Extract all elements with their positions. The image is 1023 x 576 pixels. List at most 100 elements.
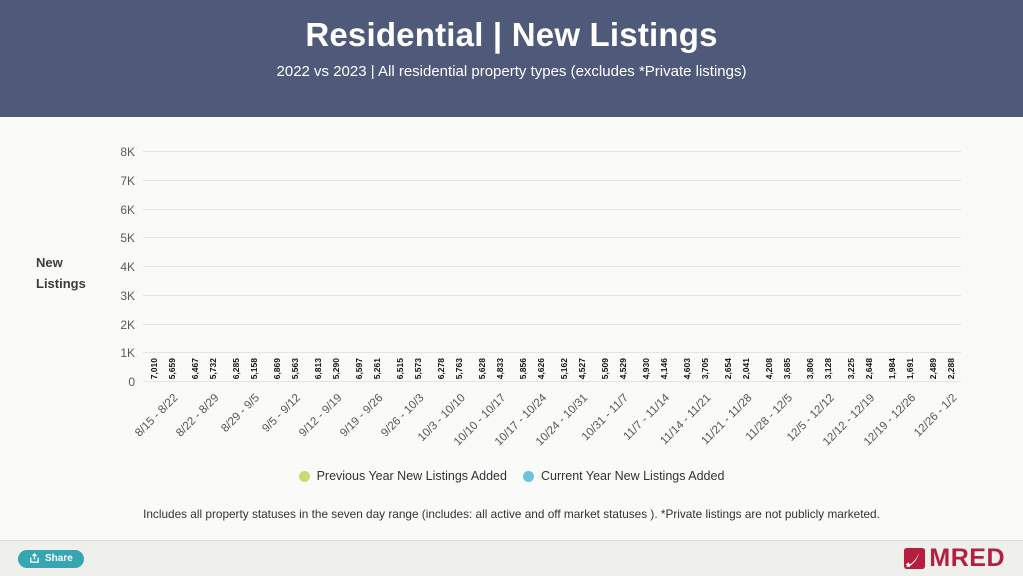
- bar-value-label: 5,628: [476, 357, 487, 379]
- y-axis-title: New Listings: [36, 252, 86, 294]
- gridline: [143, 266, 961, 267]
- gridline: [143, 237, 961, 239]
- bar-value-label: 3,225: [845, 357, 856, 379]
- bar-value-label: 2,041: [740, 357, 751, 379]
- x-axis-labels: 8/15 - 8/22 8/22 - 8/29 8/29 - 9/5 9/5 - 9/…: [133, 382, 961, 462]
- bar-value-label: 6,515: [394, 357, 405, 379]
- legend-item-current-year: Current Year New Listings Added: [522, 469, 725, 483]
- y-axis-tick-label: 1K: [120, 346, 135, 361]
- x-axis-label-cell: 11/28 - 12/5: [744, 382, 795, 462]
- bar-value-label: 3,685: [781, 357, 792, 379]
- bar-value-label: 1,984: [886, 357, 897, 379]
- x-axis-label: 8/15 - 8/22: [133, 392, 181, 440]
- page-title: Residential | New Listings: [305, 16, 718, 53]
- y-axis-title-line2: Listings: [36, 276, 86, 291]
- footnote: Includes all property statuses in the se…: [143, 507, 880, 521]
- bar-value-label: 5,563: [289, 357, 300, 379]
- bar-value-label: 4,626: [535, 357, 546, 379]
- x-axis-label-cell: 10/3 - 10/10: [416, 382, 468, 462]
- bar-value-label: 6,813: [312, 357, 323, 379]
- bar-value-label: 4,930: [640, 357, 651, 379]
- x-axis-label-cell: 12/5 - 12/12: [785, 382, 837, 462]
- x-axis-label-cell: 9/12 - 9/19: [297, 382, 344, 462]
- bar-value-label: 6,597: [353, 357, 364, 379]
- share-button-label: Share: [45, 553, 73, 564]
- bar-value-label: 2,654: [722, 357, 733, 379]
- x-axis-label-cell: 12/26 - 1/2: [912, 382, 959, 462]
- chart-plot: 7,010 5,659 6,467 5,732 6,285 5,158 6,869 5,563…: [120, 145, 961, 389]
- x-axis-label: 12/26 - 1/2: [912, 392, 960, 440]
- x-axis-label-cell: 11/14 - 11/21: [658, 382, 713, 462]
- bar-value-label: 2,489: [927, 357, 938, 379]
- x-axis-label-cell: 12/12 - 12/19: [821, 382, 877, 462]
- bar-value-label: 5,659: [166, 357, 177, 379]
- bar-value-label: 6,285: [230, 357, 241, 379]
- bar-value-label: 2,648: [863, 357, 874, 379]
- bar-value-label: 4,146: [658, 357, 669, 379]
- bar-value-label: 7,010: [148, 357, 159, 379]
- mred-logo-icon: [904, 547, 926, 570]
- legend-label-previous-year: Previous Year New Listings Added: [316, 469, 507, 483]
- gridline: [143, 179, 961, 181]
- x-axis-label-cell: 11/7 - 11/14: [622, 382, 673, 462]
- bar-value-label: 6,278: [435, 357, 446, 379]
- bar-value-label: 5,573: [412, 357, 423, 379]
- legend-swatch-current-year: [522, 470, 534, 482]
- legend-swatch-previous-year: [298, 470, 310, 482]
- bar-value-label: 6,467: [189, 357, 200, 379]
- bar-value-label: 4,529: [617, 357, 628, 379]
- x-axis-label: 8/29 - 9/5: [219, 392, 263, 435]
- bar-value-label: 6,869: [271, 357, 282, 379]
- bar-value-label: 3,705: [699, 357, 710, 379]
- y-axis-tick-label: 8K: [120, 145, 135, 159]
- bar-value-label: 5,261: [371, 357, 382, 379]
- page-subtitle: 2022 vs 2023 | All residential property …: [276, 63, 747, 80]
- x-axis-label-cell: 8/22 - 8/29: [174, 382, 221, 462]
- bar-value-label: 5,158: [248, 357, 259, 379]
- bar-value-label: 5,732: [207, 357, 218, 379]
- gridline: [143, 323, 961, 325]
- gridline: [143, 294, 961, 296]
- legend-label-current-year: Current Year New Listings Added: [540, 469, 725, 483]
- header-band: Residential | New Listings 2022 vs 2023 …: [0, 0, 1023, 117]
- x-axis-label-cell: 8/29 - 9/5: [220, 382, 263, 462]
- bar-value-label: 4,527: [576, 357, 587, 379]
- bar-value-label: 5,763: [453, 357, 464, 379]
- share-button[interactable]: Share: [18, 549, 84, 568]
- bar-value-label: 5,162: [558, 357, 569, 379]
- y-axis-tick-label: 2K: [120, 317, 135, 332]
- y-axis-tick-label: 7K: [120, 173, 135, 188]
- bar-value-label: 4,603: [681, 357, 692, 379]
- x-axis-label-cell: 10/24 - 10/31: [534, 382, 590, 462]
- bar-value-label: 5,509: [599, 357, 610, 379]
- x-axis-label-cell: 11/21 - 11/28: [699, 382, 754, 462]
- x-axis-label-cell: 9/26 - 10/3: [379, 382, 426, 462]
- x-axis-label-cell: 10/17 - 10/24: [493, 382, 549, 462]
- legend: Previous Year New Listings Added Current…: [0, 469, 1023, 483]
- bar-value-label: 4,208: [763, 357, 774, 379]
- mred-logo: MRED: [903, 546, 1005, 571]
- mred-logo-text: MRED: [929, 544, 1005, 572]
- bar-value-label: 1,691: [904, 357, 915, 379]
- y-axis-tick-label: 3K: [120, 288, 135, 303]
- y-axis-tick-label: 0: [128, 375, 135, 389]
- gridline: [143, 151, 961, 152]
- bar-value-label: 5,290: [330, 357, 341, 379]
- bar-value-label: 2,288: [945, 357, 956, 379]
- bar-value-label: 5,856: [517, 357, 528, 379]
- x-axis-label: 8/22 - 8/29: [174, 392, 222, 440]
- footer-bar: Share MRED: [0, 540, 1023, 576]
- bar-value-label: 3,128: [822, 357, 833, 379]
- gridline: [143, 381, 961, 382]
- x-axis-label: 9/19 - 9/26: [338, 392, 386, 440]
- gridline: [143, 208, 961, 210]
- x-axis-label-cell: 10/31 - 11/7: [580, 382, 631, 462]
- y-axis-title-line1: New: [36, 255, 63, 270]
- x-axis-label-cell: 12/19 - 12/26: [862, 382, 918, 462]
- legend-item-previous-year: Previous Year New Listings Added: [298, 469, 507, 483]
- bar-value-label: 3,806: [804, 357, 815, 379]
- x-axis-label-cell: 9/5 - 9/12: [261, 382, 304, 462]
- y-axis-tick-label: 4K: [120, 260, 135, 274]
- bar-groups: 7,010 5,659 6,467 5,732 6,285 5,158 6,869 5,563…: [143, 152, 961, 382]
- y-axis-tick-label: 5K: [120, 231, 135, 246]
